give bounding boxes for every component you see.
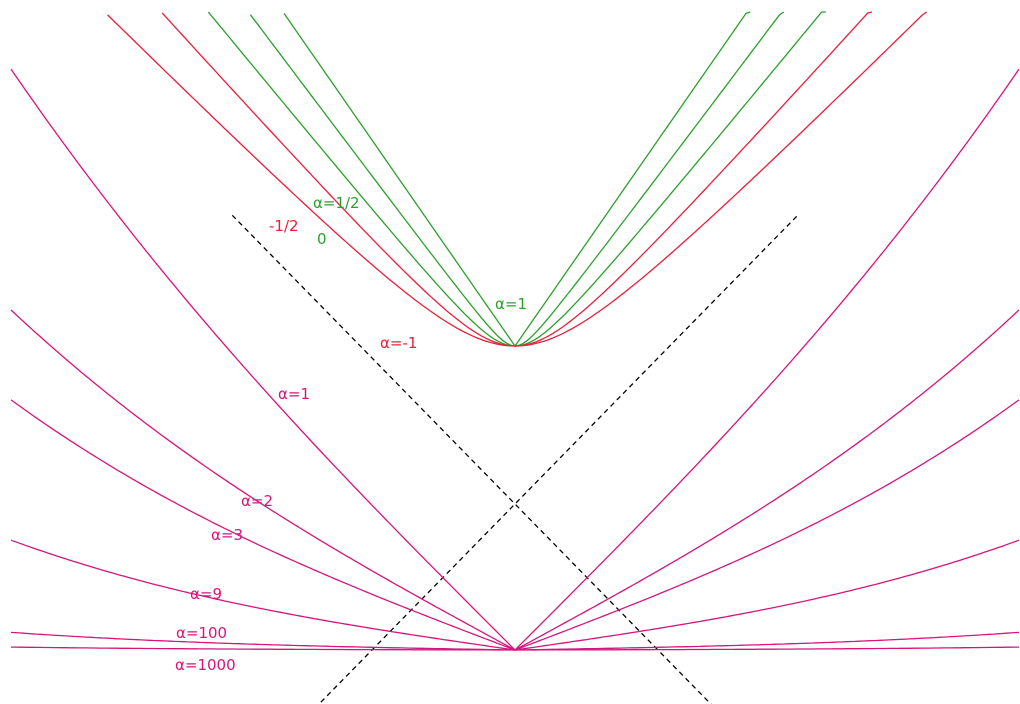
- label-upper-alpha-half: α=1/2: [313, 194, 360, 212]
- lower-curve-0: [10, 68, 1020, 651]
- upper-curve-0: [283, 11, 751, 348]
- label-upper-alpha-1: α=1: [495, 295, 527, 313]
- label-lower-alpha-1000: α=1000: [175, 656, 236, 674]
- lower-curve-3: [10, 539, 1020, 651]
- label-lower-alpha-2: α=2: [241, 492, 273, 510]
- label-lower-alpha-100: α=100: [176, 624, 227, 642]
- lower-curve-1: [10, 309, 1020, 651]
- label-upper-alpha-neg-half: -1/2: [269, 217, 299, 235]
- upper-curve-4: [107, 11, 927, 347]
- lower-curve-5: [11, 646, 1019, 651]
- curves: [10, 11, 1020, 651]
- asymptote-lines: [231, 214, 799, 704]
- lower-curve-4: [10, 631, 1020, 651]
- label-lower-alpha-1: α=1: [278, 385, 310, 403]
- label-upper-alpha-0: 0: [317, 230, 327, 248]
- label-upper-alpha-neg-1: α=-1: [380, 334, 417, 352]
- lower-curve-2: [10, 399, 1020, 651]
- label-lower-alpha-3: α=3: [211, 526, 243, 544]
- label-lower-alpha-9: α=9: [190, 585, 222, 603]
- asymptote-descending: [231, 214, 712, 704]
